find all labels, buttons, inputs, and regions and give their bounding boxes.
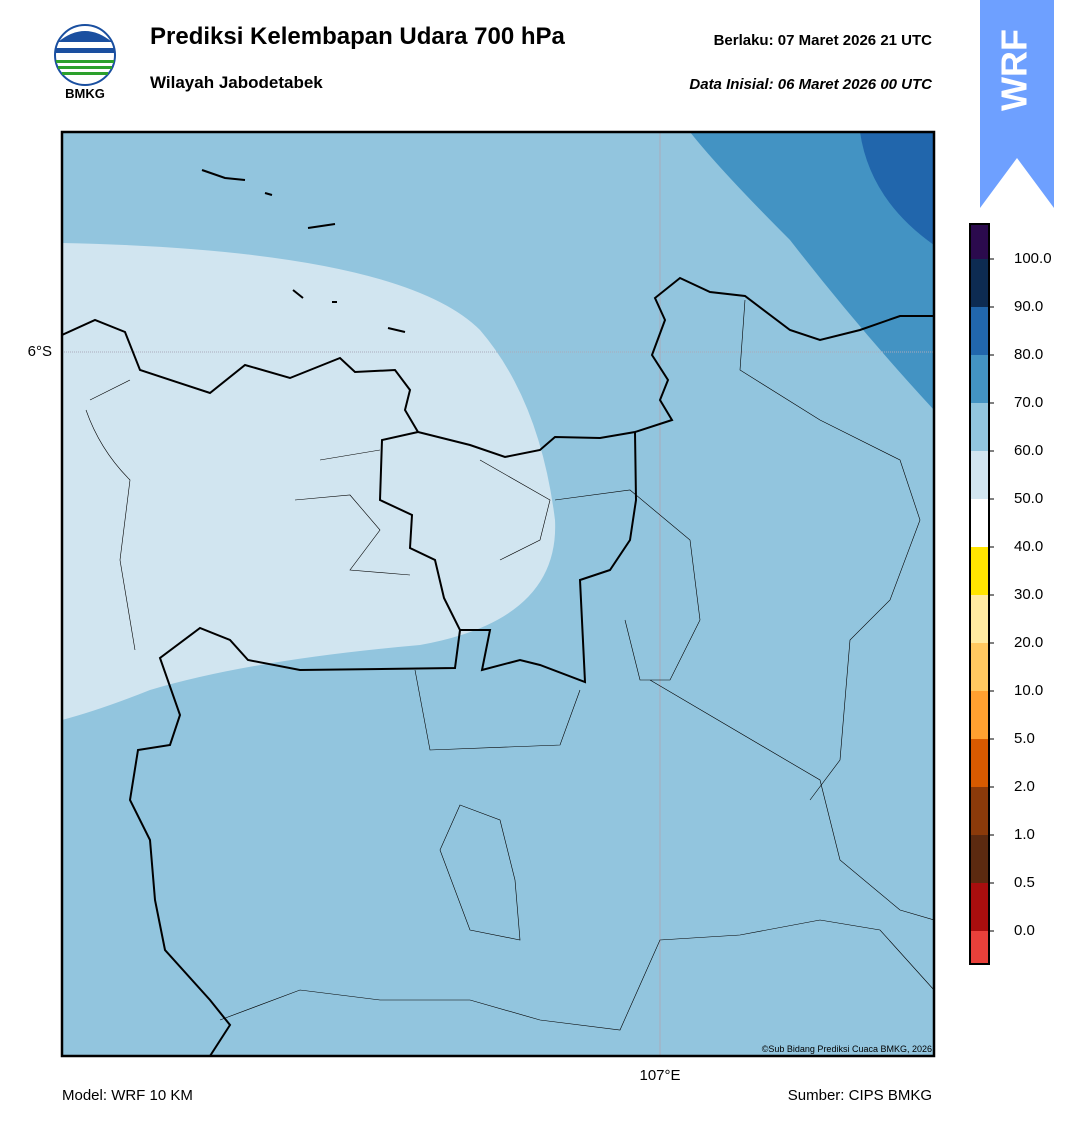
credit: ©Sub Bidang Prediksi Cuaca BMKG, 2026 — [762, 1044, 932, 1054]
colorbar-label: 5.0 — [1014, 730, 1035, 747]
badge — [980, 0, 1054, 208]
colorbar-label: 2.0 — [1014, 778, 1035, 795]
colorbar-segment — [970, 643, 989, 691]
colorbar-label: 0.5 — [1014, 874, 1035, 891]
colorbar-label: 0.0 — [1014, 922, 1035, 939]
colorbar-segment — [970, 259, 989, 307]
colorbar-label: 60.0 — [1014, 442, 1043, 459]
colorbar-segment — [970, 835, 989, 883]
colorbar-segment — [970, 883, 989, 931]
colorbar-label: 20.0 — [1014, 634, 1043, 651]
colorbar-segment — [970, 787, 989, 835]
lat-label: 6°S — [28, 343, 52, 360]
colorbar-label: 70.0 — [1014, 394, 1043, 411]
colorbar-segment — [970, 355, 989, 403]
colorbar-segment — [970, 403, 989, 451]
colorbar-label: 80.0 — [1014, 346, 1043, 363]
lon-label: 107°E — [639, 1067, 680, 1084]
colorbar-label: 10.0 — [1014, 682, 1043, 699]
colorbar-segment — [970, 739, 989, 787]
colorbar-segment — [970, 307, 989, 355]
colorbar: 100.0 90.0 80.0 70.0 60.0 50.0 40.0 30.0 20.0 10.… — [969, 223, 1052, 965]
valid-time: Berlaku: 07 Maret 2026 21 UTC — [714, 32, 933, 49]
map — [62, 132, 934, 1056]
colorbar-segment — [970, 931, 989, 964]
logo-text: BMKG — [65, 86, 105, 101]
colorbar-label: 100.0 — [1014, 250, 1052, 267]
init-time: Data Inisial: 06 Maret 2026 00 UTC — [689, 76, 933, 93]
model-label: Model: WRF 10 KM — [62, 1087, 193, 1104]
subtitle: Wilayah Jabodetabek — [150, 73, 323, 92]
colorbar-segment — [970, 224, 989, 259]
colorbar-segment — [970, 595, 989, 643]
colorbar-segment — [970, 691, 989, 739]
colorbar-label: 1.0 — [1014, 826, 1035, 843]
colorbar-frame — [969, 223, 990, 965]
colorbar-label: 90.0 — [1014, 298, 1043, 315]
title: Prediksi Kelembapan Udara 700 hPa — [150, 23, 566, 50]
source-label: Sumber: CIPS BMKG — [788, 1087, 932, 1104]
colorbar-label: 40.0 — [1014, 538, 1043, 555]
map-frame — [60, 130, 936, 1058]
colorbar-segment — [970, 451, 989, 499]
colorbar-label: 30.0 — [1014, 586, 1043, 603]
colorbar-label: 50.0 — [1014, 490, 1043, 507]
colorbar-segment — [970, 547, 989, 595]
colorbar-segment — [970, 499, 989, 547]
badge-text: WRF — [994, 29, 1035, 111]
logo — [54, 24, 116, 86]
